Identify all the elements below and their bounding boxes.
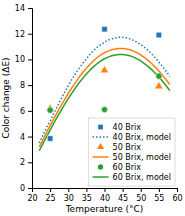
- x-tick: 35: [82, 188, 92, 203]
- y-tick-mark: [28, 59, 32, 60]
- data-point: [100, 66, 108, 73]
- x-tick-mark: [177, 188, 178, 192]
- y-tick-mark: [28, 85, 32, 86]
- chart-svg: 20 25 30 35 40 45 50 55 60 0 2 4 6 8 10 12 14 40 Brix40 B…: [0, 0, 185, 216]
- y-tick-mark: [28, 8, 32, 9]
- y-tick: 2: [20, 158, 32, 167]
- legend-item: 40 Brix, model: [93, 133, 171, 142]
- data-point: [47, 107, 53, 113]
- legend-line: [93, 176, 109, 178]
- y-tick: 6: [20, 107, 32, 116]
- legend-label: 50 Brix: [113, 143, 142, 152]
- legend-marker: [97, 143, 104, 149]
- y-tick: 10: [15, 55, 32, 64]
- x-tick: 25: [46, 188, 56, 203]
- legend-label: 40 Brix, model: [113, 133, 171, 142]
- y-tick-label: 8: [20, 81, 25, 90]
- legend-frame: [89, 118, 175, 186]
- data-point: [102, 26, 107, 31]
- x-tick: 55: [154, 188, 164, 203]
- y-axis-line: [28, 9, 33, 189]
- y-tick: 8: [20, 81, 32, 90]
- data-point: [155, 82, 163, 89]
- legend-marker: [98, 125, 103, 130]
- x-tick: 60: [172, 188, 182, 203]
- data-point: [47, 136, 52, 141]
- legend-label: 60 Brix, model: [113, 173, 171, 182]
- x-tick-mark: [50, 188, 51, 192]
- x-tick-label: 55: [154, 194, 164, 203]
- x-tick: 30: [64, 188, 74, 203]
- y-tick-mark: [28, 162, 32, 163]
- legend-line: [93, 136, 109, 138]
- x-tick-label: 25: [46, 194, 56, 203]
- x-axis-title: Temperature (°C): [65, 204, 144, 214]
- x-tick-mark: [68, 188, 69, 192]
- y-axis-title: Color change (ΔE): [1, 57, 11, 138]
- legend-marker: [98, 164, 103, 169]
- y-tick: 0: [20, 184, 32, 193]
- y-tick-label: 14: [15, 4, 25, 13]
- data-point: [101, 106, 107, 112]
- y-tick-mark: [28, 188, 32, 189]
- y-tick-mark: [28, 137, 32, 138]
- data-point: [156, 32, 161, 37]
- chart-container: 20 25 30 35 40 45 50 55 60 0 2 4 6 8 10 12 14 40 Brix40 B…: [0, 0, 185, 216]
- y-tick-label: 4: [20, 133, 25, 142]
- legend-item: 60 Brix, model: [93, 173, 171, 182]
- x-tick-mark: [86, 188, 87, 192]
- x-tick-mark: [105, 188, 106, 192]
- x-tick: 45: [118, 188, 128, 203]
- x-tick-mark: [141, 188, 142, 192]
- legend-item: 50 Brix: [97, 143, 141, 152]
- y-tick-label: 10: [15, 55, 25, 64]
- y-tick-mark: [28, 111, 32, 112]
- legend: 40 Brix40 Brix, model50 Brix50 Brix, mod…: [89, 118, 175, 186]
- x-tick-label: 40: [100, 194, 110, 203]
- y-tick-label: 6: [20, 107, 25, 116]
- y-tick: 14: [15, 4, 32, 13]
- legend-label: 40 Brix: [113, 123, 142, 132]
- y-tick-label: 2: [20, 158, 25, 167]
- y-tick-mark: [28, 34, 32, 35]
- data-point: [156, 73, 162, 79]
- x-tick-label: 45: [118, 194, 128, 203]
- legend-item: 40 Brix: [98, 123, 141, 132]
- x-tick-label: 30: [64, 194, 74, 203]
- y-axis: 0 2 4 6 8 10 12 14: [15, 4, 33, 193]
- x-tick: 20: [27, 188, 37, 203]
- x-tick-label: 20: [27, 194, 37, 203]
- x-tick: 40: [100, 188, 110, 203]
- legend-label: 50 Brix, model: [113, 153, 171, 162]
- y-tick-label: 12: [15, 30, 25, 39]
- x-tick-mark: [123, 188, 124, 192]
- legend-item: 50 Brix, model: [93, 153, 171, 162]
- legend-label: 60 Brix: [113, 163, 142, 172]
- x-tick-mark: [159, 188, 160, 192]
- y-tick-label: 0: [20, 184, 25, 193]
- x-axis-line: [33, 189, 178, 193]
- x-tick-label: 35: [82, 194, 92, 203]
- plot: 20 25 30 35 40 45 50 55 60 0 2 4 6 8 10 12 14 40 Brix40 B…: [15, 4, 183, 203]
- x-tick-label: 50: [136, 194, 146, 203]
- y-tick: 4: [20, 133, 32, 142]
- legend-item: 60 Brix: [98, 163, 141, 172]
- x-tick: 50: [136, 188, 146, 203]
- legend-line: [93, 156, 109, 158]
- x-tick-label: 60: [172, 194, 182, 203]
- y-tick: 12: [15, 30, 32, 39]
- x-axis: 20 25 30 35 40 45 50 55 60: [27, 188, 182, 203]
